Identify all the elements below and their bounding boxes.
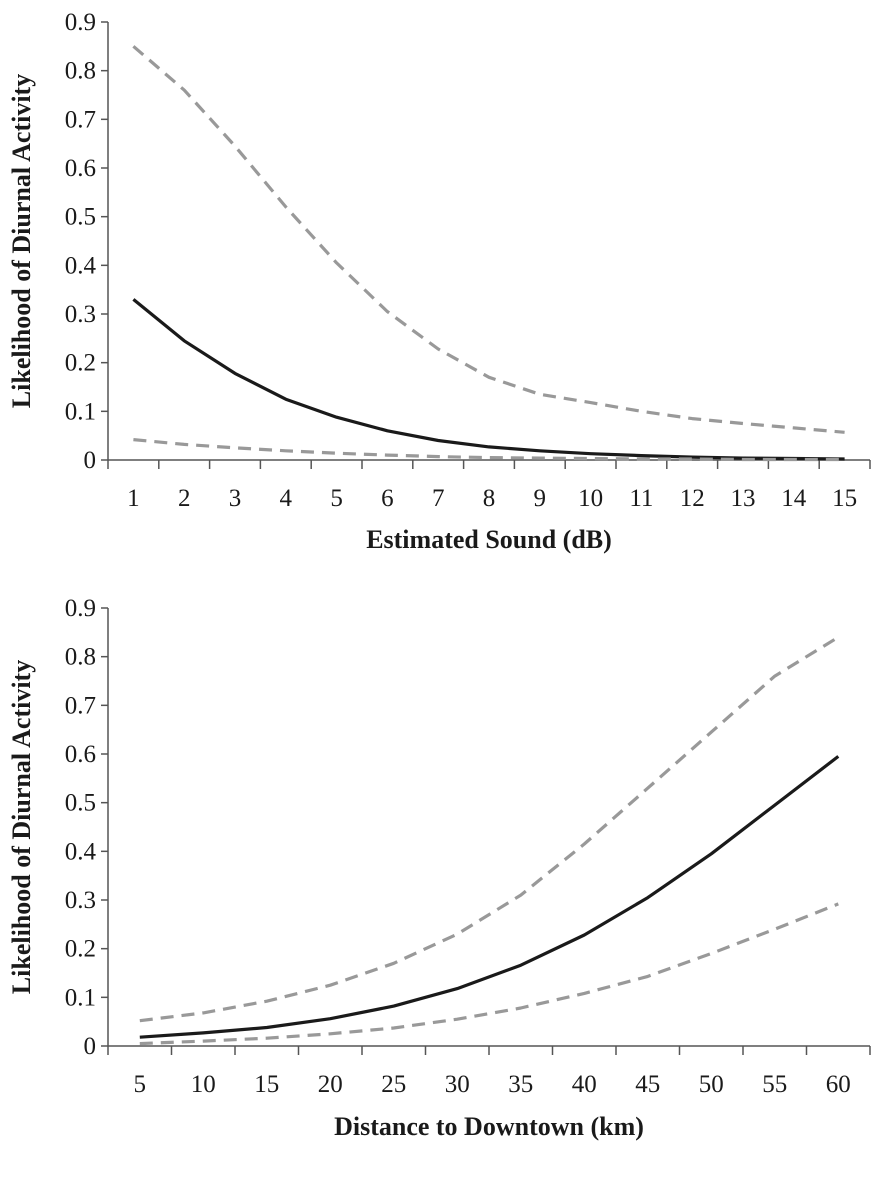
x-tick-label: 3	[229, 485, 242, 512]
y-tick-label: 0.8	[65, 58, 96, 85]
x-tick-label: 30	[445, 1071, 470, 1098]
x-tick-label: 11	[629, 485, 653, 512]
x-tick-label: 35	[508, 1071, 533, 1098]
x-tick-label: 25	[381, 1071, 406, 1098]
y-axis-title: Likelihood of Diurnal Activity	[7, 74, 36, 408]
x-tick-label: 5	[330, 485, 343, 512]
x-tick-label: 55	[762, 1071, 787, 1098]
y-tick-label: 0.5	[65, 204, 96, 231]
series-lower-ci-line	[133, 438, 845, 462]
chart-estimated-sound: 00.10.20.30.40.50.60.70.80.91 2 3 4 5 6 7 8 9 10 1…	[7, 9, 871, 554]
x-tick-label: 13	[731, 485, 756, 512]
chart-distance-to-downtown: 0 0.1 0.2 0.3 0.4 0.5 0.6 0.7 0.8 0.9 5 10 15 20 25 30 3…	[7, 595, 871, 1141]
x-tick-label: 45	[635, 1071, 660, 1098]
y-tick-label: 0.1	[65, 984, 96, 1011]
x-tick-label: 10	[578, 485, 603, 512]
x-tick-label: 60	[826, 1071, 851, 1098]
x-tick-label: 6	[381, 485, 394, 512]
x-tick-label: 50	[699, 1071, 724, 1098]
y-tick-label: 0.5	[65, 790, 96, 817]
x-tick-label: 20	[318, 1071, 343, 1098]
y-tick-label: 0	[84, 1033, 97, 1060]
x-tick-label: 12	[680, 485, 705, 512]
y-tick-label: 0.3	[65, 301, 96, 328]
y-axis-title: Likelihood of Diurnal Activity	[7, 660, 36, 994]
x-tick-label: 2	[178, 485, 191, 512]
x-tick-label: 4	[280, 485, 293, 512]
x-tick-label: 15	[832, 485, 857, 512]
series-estimate-line	[139, 755, 840, 1039]
series-upper-ci-line	[139, 635, 840, 1023]
y-tick-label: 0.9	[65, 595, 96, 622]
y-tick-label: 0.6	[65, 741, 96, 768]
series-upper-ci-line	[132, 45, 845, 434]
y-tick-label: 0.1	[65, 398, 96, 425]
x-tick-label: 8	[483, 485, 496, 512]
x-axis-title: Distance to Downtown (km)	[334, 1112, 644, 1141]
x-tick-label: 1	[127, 485, 140, 512]
y-tick-label: 0.3	[65, 887, 96, 914]
x-tick-label: 9	[534, 485, 547, 512]
x-tick-label: 7	[432, 485, 445, 512]
x-tick-label: 14	[781, 485, 807, 512]
series-estimate-line	[132, 298, 845, 461]
y-tick-label: 0.4	[65, 252, 97, 279]
x-tick-label: 15	[254, 1071, 279, 1098]
y-tick-label: 0.7	[65, 106, 96, 133]
series-lower-ci-line	[139, 902, 839, 1046]
x-tick-label: 40	[572, 1071, 597, 1098]
x-axis-title: Estimated Sound (dB)	[366, 525, 612, 554]
y-tick-label: 0	[84, 447, 97, 474]
y-tick-label: 0.2	[65, 350, 96, 377]
x-tick-label: 5	[134, 1071, 147, 1098]
y-tick-label: 0.6	[65, 155, 96, 182]
y-tick-label: 0.4	[65, 838, 97, 865]
x-tick-label: 10	[191, 1071, 216, 1098]
y-tick-label: 0.2	[65, 936, 96, 963]
y-tick-label: 0.9	[65, 9, 96, 36]
y-tick-label: 0.7	[65, 692, 96, 719]
y-tick-label: 0.8	[65, 644, 96, 671]
